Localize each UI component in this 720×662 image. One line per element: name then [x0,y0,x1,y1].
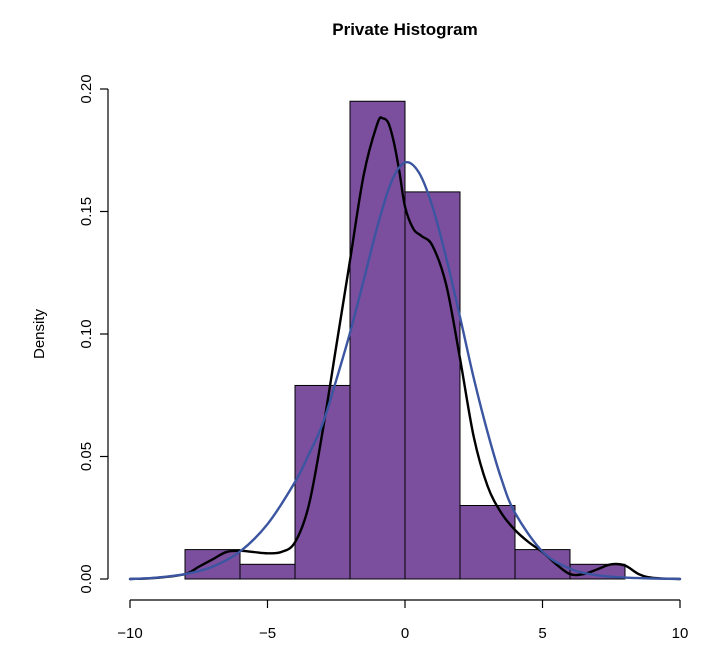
histogram-bar [184,549,241,580]
density-curves-group [128,116,682,581]
y-tick-label: 0.20 [78,74,95,103]
bars-group [184,100,626,580]
density-curve-blue [128,160,682,581]
histogram-bar [349,100,406,580]
y-axis: 0.00 0.05 0.10 0.15 0.20 [78,74,109,594]
histogram-bar [459,505,516,580]
histogram-bar [239,563,296,580]
x-tick-label: 10 [672,625,689,642]
y-tick-label: 0.00 [78,564,95,593]
x-axis: −10 −5 0 5 10 [117,599,689,642]
y-tick-label: 0.15 [78,197,95,226]
histogram-bar [569,563,626,580]
y-axis-label: Density [31,308,48,359]
y-tick-label: 0.10 [78,319,95,348]
y-tick-label: 0.05 [78,442,95,471]
x-tick-label: 5 [538,625,546,642]
histogram-bar [294,384,351,580]
chart-title: Private Histogram [332,20,478,39]
x-tick-label: −10 [117,625,142,642]
x-tick-label: −5 [259,625,276,642]
histogram-bar [404,191,461,580]
x-tick-label: 0 [401,625,409,642]
density-curve-black [128,116,682,581]
